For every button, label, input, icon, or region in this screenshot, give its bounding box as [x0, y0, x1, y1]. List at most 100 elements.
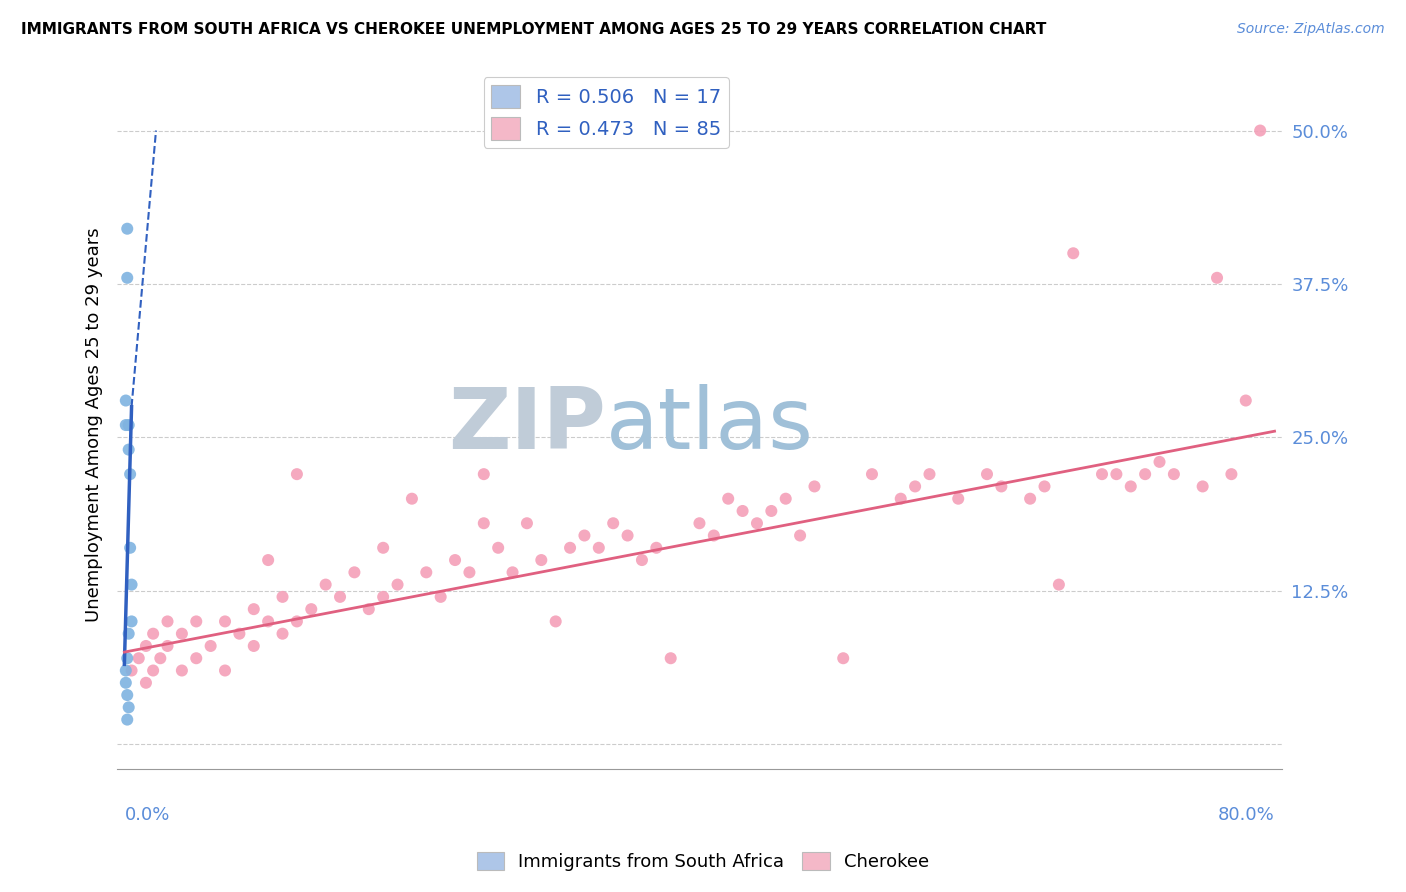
Point [415, 566, 437, 580]
Point [1033, 479, 1056, 493]
Point [860, 467, 883, 482]
Point [186, 651, 208, 665]
Point [118, 418, 141, 433]
Point [117, 221, 139, 235]
Point [645, 541, 668, 555]
Point [1249, 123, 1271, 137]
Point [516, 516, 538, 531]
Point [329, 590, 352, 604]
Point [832, 651, 855, 665]
Point [401, 491, 423, 506]
Point [114, 418, 136, 433]
Point [1206, 270, 1229, 285]
Point [1220, 467, 1243, 482]
Point [890, 491, 912, 506]
Point [558, 541, 581, 555]
Point [803, 479, 825, 493]
Point [214, 615, 236, 629]
Legend: R = 0.506   N = 17, R = 0.473   N = 85: R = 0.506 N = 17, R = 0.473 N = 85 [484, 78, 730, 148]
Point [789, 528, 811, 542]
Point [990, 479, 1012, 493]
Point [530, 553, 553, 567]
Point [285, 615, 308, 629]
Point [343, 566, 366, 580]
Point [135, 675, 157, 690]
Text: ZIP: ZIP [449, 384, 606, 467]
Text: Source: ZipAtlas.com: Source: ZipAtlas.com [1237, 22, 1385, 37]
Point [114, 664, 136, 678]
Point [257, 615, 280, 629]
Point [1191, 479, 1213, 493]
Point [142, 626, 165, 640]
Point [1119, 479, 1142, 493]
Point [118, 442, 141, 457]
Point [135, 639, 157, 653]
Point [118, 626, 141, 640]
Point [121, 664, 143, 678]
Point [1091, 467, 1114, 482]
Point [117, 651, 139, 665]
Point [1133, 467, 1156, 482]
Point [918, 467, 941, 482]
Point [373, 590, 395, 604]
Point [242, 602, 264, 616]
Point [373, 541, 395, 555]
Text: 80.0%: 80.0% [1218, 805, 1274, 823]
Point [631, 553, 654, 567]
Point [472, 516, 495, 531]
Point [117, 688, 139, 702]
Point [1163, 467, 1185, 482]
Point [1149, 455, 1171, 469]
Point [271, 626, 294, 640]
Y-axis label: Unemployment Among Ages 25 to 29 years: Unemployment Among Ages 25 to 29 years [86, 227, 103, 623]
Point [486, 541, 509, 555]
Point [121, 577, 143, 591]
Point [120, 467, 142, 482]
Point [121, 615, 143, 629]
Point [472, 467, 495, 482]
Text: atlas: atlas [606, 384, 814, 467]
Point [285, 467, 308, 482]
Point [257, 553, 280, 567]
Point [149, 651, 172, 665]
Point [299, 602, 322, 616]
Point [118, 700, 141, 714]
Point [588, 541, 610, 555]
Point [544, 615, 567, 629]
Point [387, 577, 409, 591]
Point [574, 528, 596, 542]
Point [717, 491, 740, 506]
Point [170, 626, 193, 640]
Point [775, 491, 797, 506]
Point [142, 664, 165, 678]
Point [745, 516, 768, 531]
Point [242, 639, 264, 653]
Point [703, 528, 725, 542]
Point [731, 504, 754, 518]
Point [502, 566, 524, 580]
Point [117, 270, 139, 285]
Point [200, 639, 222, 653]
Legend: Immigrants from South Africa, Cherokee: Immigrants from South Africa, Cherokee [470, 845, 936, 879]
Point [271, 590, 294, 604]
Point [228, 626, 250, 640]
Point [1047, 577, 1070, 591]
Point [616, 528, 638, 542]
Point [1234, 393, 1257, 408]
Point [444, 553, 467, 567]
Point [214, 664, 236, 678]
Point [357, 602, 380, 616]
Point [458, 566, 481, 580]
Point [170, 664, 193, 678]
Point [114, 675, 136, 690]
Point [120, 541, 142, 555]
Text: IMMIGRANTS FROM SOUTH AFRICA VS CHEROKEE UNEMPLOYMENT AMONG AGES 25 TO 29 YEARS : IMMIGRANTS FROM SOUTH AFRICA VS CHEROKEE… [21, 22, 1046, 37]
Point [976, 467, 998, 482]
Point [659, 651, 682, 665]
Point [1105, 467, 1128, 482]
Point [156, 639, 179, 653]
Point [429, 590, 451, 604]
Point [948, 491, 970, 506]
Point [156, 615, 179, 629]
Point [315, 577, 337, 591]
